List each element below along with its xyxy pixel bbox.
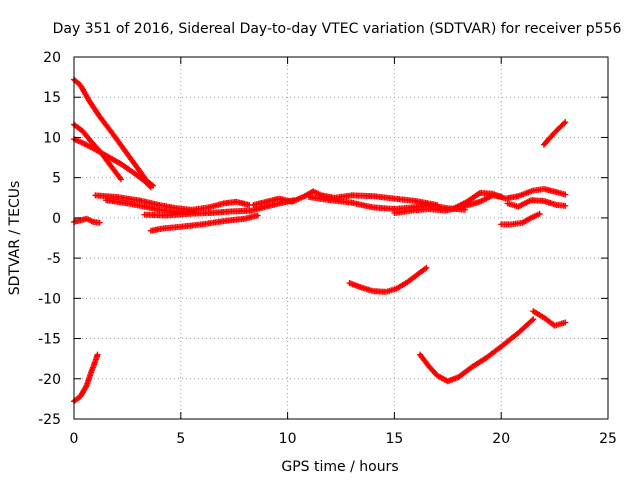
- data-point: [562, 319, 569, 326]
- series-arc-10: [250, 188, 441, 209]
- data-point: [423, 264, 430, 271]
- x-tick-label: 5: [176, 431, 185, 447]
- series-arc-14: [504, 197, 569, 210]
- axis-ticks: 0 5 10 15 20 25 -25 -20 -15 -10 -5 0 5 10 15 20: [38, 50, 617, 447]
- series-arc-5: [71, 351, 101, 405]
- y-tick-label: 10: [43, 130, 61, 146]
- y-tick-label: -20: [38, 372, 61, 388]
- data-point: [94, 351, 101, 358]
- x-tick-label: 10: [279, 431, 297, 447]
- y-axis-label: SDTVAR / TECUs: [7, 181, 23, 296]
- series-arc-1: [71, 76, 157, 189]
- data-point: [528, 317, 535, 324]
- data-point: [146, 183, 153, 190]
- y-tick-label: 5: [52, 171, 61, 187]
- y-tick-label: 0: [52, 211, 61, 227]
- x-tick-label: 0: [70, 431, 79, 447]
- data-point: [147, 184, 154, 191]
- data-point: [536, 210, 543, 217]
- data-point: [117, 176, 124, 183]
- series-arc-19: [540, 119, 569, 148]
- y-tick-label: -25: [38, 412, 61, 428]
- x-tick-label: 25: [599, 431, 617, 447]
- x-tick-label: 15: [385, 431, 403, 447]
- data-point: [254, 212, 261, 219]
- series-arc-15: [498, 210, 543, 228]
- y-tick-label: -15: [38, 332, 61, 348]
- x-axis-label: GPS time / hours: [281, 459, 398, 475]
- series-arc-16: [346, 264, 430, 295]
- series-arc-3: [71, 136, 154, 191]
- series-arc-18: [530, 308, 569, 329]
- y-tick-label: 15: [43, 90, 61, 106]
- y-tick-label: 20: [43, 50, 61, 66]
- data-layer: [71, 76, 569, 405]
- data-point: [96, 219, 103, 226]
- chart-title: Day 351 of 2016, Sidereal Day-to-day VTE…: [53, 21, 622, 37]
- data-point: [561, 120, 568, 127]
- y-tick-label: -5: [47, 251, 61, 267]
- data-point: [562, 191, 569, 198]
- series-arc-9: [147, 212, 261, 234]
- series-arc-17: [417, 316, 537, 385]
- data-point: [562, 119, 569, 126]
- x-tick-label: 20: [492, 431, 510, 447]
- y-tick-label: -10: [38, 291, 61, 307]
- data-point: [562, 202, 569, 209]
- plot-frame: [73, 56, 609, 420]
- data-point: [530, 316, 537, 323]
- series-arc-13: [451, 185, 569, 212]
